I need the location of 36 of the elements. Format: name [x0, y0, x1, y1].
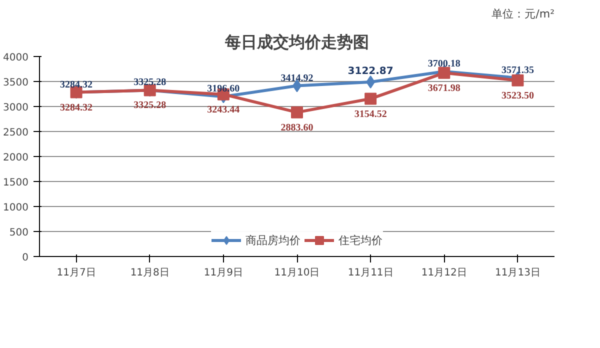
y-tick-label: 2000 [3, 152, 29, 164]
data-label: 3243.44 [207, 104, 240, 116]
legend-label: 住宅均价 [338, 232, 382, 248]
y-tick-label: 500 [9, 228, 29, 238]
point [364, 92, 377, 105]
data-label: 3671.98 [428, 82, 460, 94]
y-tick-label: 2500 [3, 128, 29, 138]
point [512, 74, 524, 86]
x-tick-label: 11月12日 [421, 268, 467, 278]
data-label: 2883.60 [280, 122, 314, 134]
y-tick-label: 0 [22, 252, 29, 264]
annotation: 3122.87 [348, 66, 394, 77]
y-tick-label: 4000 [3, 52, 29, 64]
x-tick-label: 11月8日 [130, 268, 170, 278]
x-tick-label: 11月11日 [348, 268, 394, 278]
data-label: 3571.35 [501, 64, 534, 76]
y-tick-label: 3000 [3, 102, 29, 114]
chart-title: 每日成交均价走势图 [224, 32, 369, 52]
x-tick-label: 11月9日 [204, 268, 243, 278]
y-tick-label: 3500 [3, 78, 29, 88]
data-label: 3700.18 [428, 58, 460, 70]
y-tick-label: 1500 [3, 178, 29, 188]
point [291, 106, 303, 118]
data-label: 3325.28 [134, 77, 166, 88]
data-label: 3414.92 [280, 72, 314, 84]
data-label: 3523.50 [501, 90, 534, 102]
point [366, 76, 376, 88]
data-label: 3154.52 [354, 108, 387, 120]
data-label: 3284.32 [60, 79, 93, 90]
y-tick-label: 1000 [3, 202, 29, 214]
text: 单位：元/m² [492, 8, 555, 20]
x-tick-label: 11月13日 [494, 268, 540, 278]
x-tick-label: 11月10日 [274, 268, 320, 278]
x-tick-label: 11月7日 [56, 268, 96, 278]
legend-label: 商品房均价 [246, 232, 300, 248]
data-label: 3196.60 [207, 84, 240, 95]
